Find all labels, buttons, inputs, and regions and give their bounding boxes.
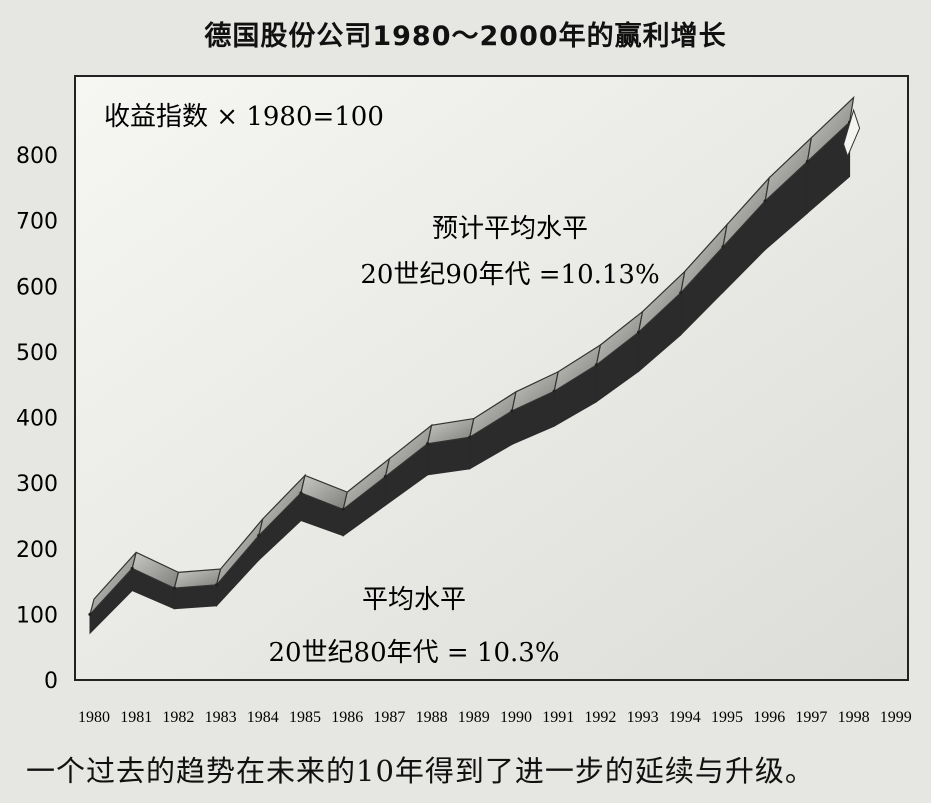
x-tick-label: 1996	[753, 709, 785, 726]
x-tick-label: 1985	[289, 709, 321, 726]
x-tick-label: 1987	[373, 709, 405, 726]
x-axis: 1980 1981 1982 1983 1984 1985 1986 1987 1988 1989…	[78, 709, 912, 726]
x-tick-label: 1984	[247, 709, 279, 726]
y-axis: 0 100 200 300 400 500 600 700 800	[16, 144, 58, 694]
y-tick-label: 200	[16, 538, 58, 563]
data-point	[468, 435, 472, 439]
data-point	[721, 245, 725, 249]
y-tick-label: 300	[16, 472, 58, 497]
x-tick-label: 1999	[880, 709, 912, 726]
annotation-80s-line1: 平均水平	[362, 585, 466, 615]
data-point	[637, 330, 641, 334]
data-point	[299, 491, 303, 495]
data-point	[763, 199, 767, 203]
data-point	[215, 583, 219, 587]
y-tick-label: 0	[44, 669, 58, 694]
x-tick-label: 1991	[542, 709, 574, 726]
x-tick-label: 1998	[838, 709, 870, 726]
ribbon-top-segment	[806, 95, 855, 164]
x-tick-label: 1980	[78, 709, 110, 726]
data-point	[341, 507, 345, 511]
annotation-90s: 预计平均水平 20世纪90年代 =10.13%	[360, 214, 659, 290]
y-tick-label: 400	[16, 407, 58, 432]
data-point	[679, 291, 683, 295]
annotation-90s-line2: 20世纪90年代 =10.13%	[360, 260, 659, 290]
data-point	[552, 389, 556, 393]
y-tick-label: 800	[16, 144, 58, 169]
x-tick-label: 1981	[120, 709, 152, 726]
data-point	[130, 566, 134, 571]
y-tick-label: 100	[16, 603, 58, 628]
y-tick-label: 700	[16, 210, 58, 235]
x-tick-label: 1986	[331, 709, 363, 726]
y-axis-label: 收益指数 × 1980=100	[104, 102, 384, 132]
annotation-90s-line1: 预计平均水平	[432, 214, 588, 244]
data-point	[594, 363, 599, 367]
chart-title: 德国股份公司1980～2000年的赢利增长	[204, 21, 727, 52]
data-point	[805, 159, 810, 164]
ribbon-end-cap	[843, 108, 861, 158]
data-point	[426, 442, 430, 446]
data-point	[257, 534, 261, 538]
x-tick-label: 1983	[205, 709, 237, 726]
y-tick-label: 500	[16, 341, 58, 366]
x-tick-label: 1982	[162, 709, 194, 726]
data-point	[383, 474, 387, 479]
series-ribbon	[88, 95, 861, 635]
x-tick-label: 1995	[711, 709, 743, 726]
data-point	[172, 586, 176, 590]
data-point	[88, 612, 92, 616]
ribbon-top-segment	[173, 568, 222, 589]
annotation-80s-line2: 20世纪80年代 = 10.3%	[268, 638, 559, 668]
x-tick-label: 1994	[669, 709, 701, 726]
x-tick-label: 1990	[500, 709, 532, 726]
ribbon-side-segment	[173, 584, 218, 610]
y-tick-label: 600	[16, 275, 58, 300]
annotation-80s: 平均水平 20世纪80年代 = 10.3%	[268, 585, 559, 668]
caption: 一个过去的趋势在未来的10年得到了进一步的延续与升级。	[26, 754, 815, 788]
x-tick-label: 1997	[795, 709, 827, 726]
x-tick-label: 1993	[627, 709, 659, 726]
x-tick-label: 1989	[458, 709, 490, 726]
x-tick-label: 1992	[584, 709, 616, 726]
data-point	[510, 409, 514, 413]
x-tick-label: 1988	[416, 709, 448, 726]
